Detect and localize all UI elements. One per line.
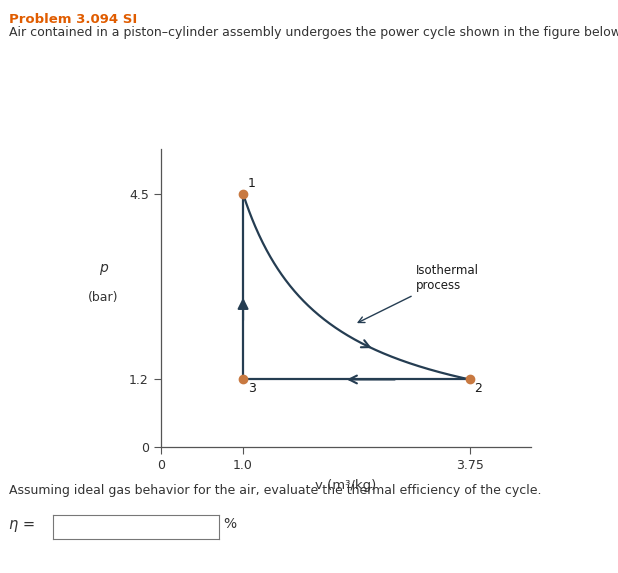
Text: %: % — [224, 517, 237, 531]
Text: p: p — [99, 261, 108, 275]
Text: η =: η = — [9, 517, 35, 532]
Text: (bar): (bar) — [88, 292, 119, 304]
Text: Problem 3.094 SI: Problem 3.094 SI — [9, 13, 138, 26]
Text: Assuming ideal gas behavior for the air, evaluate the thermal efficiency of the : Assuming ideal gas behavior for the air,… — [9, 484, 542, 497]
X-axis label: v (m³/kg): v (m³/kg) — [315, 478, 377, 492]
Text: 3: 3 — [248, 382, 256, 395]
Text: Isothermal
process: Isothermal process — [358, 264, 479, 323]
Text: 2: 2 — [475, 382, 483, 395]
Text: 1: 1 — [247, 177, 255, 190]
Text: Air contained in a piston–cylinder assembly undergoes the power cycle shown in t: Air contained in a piston–cylinder assem… — [9, 26, 618, 39]
